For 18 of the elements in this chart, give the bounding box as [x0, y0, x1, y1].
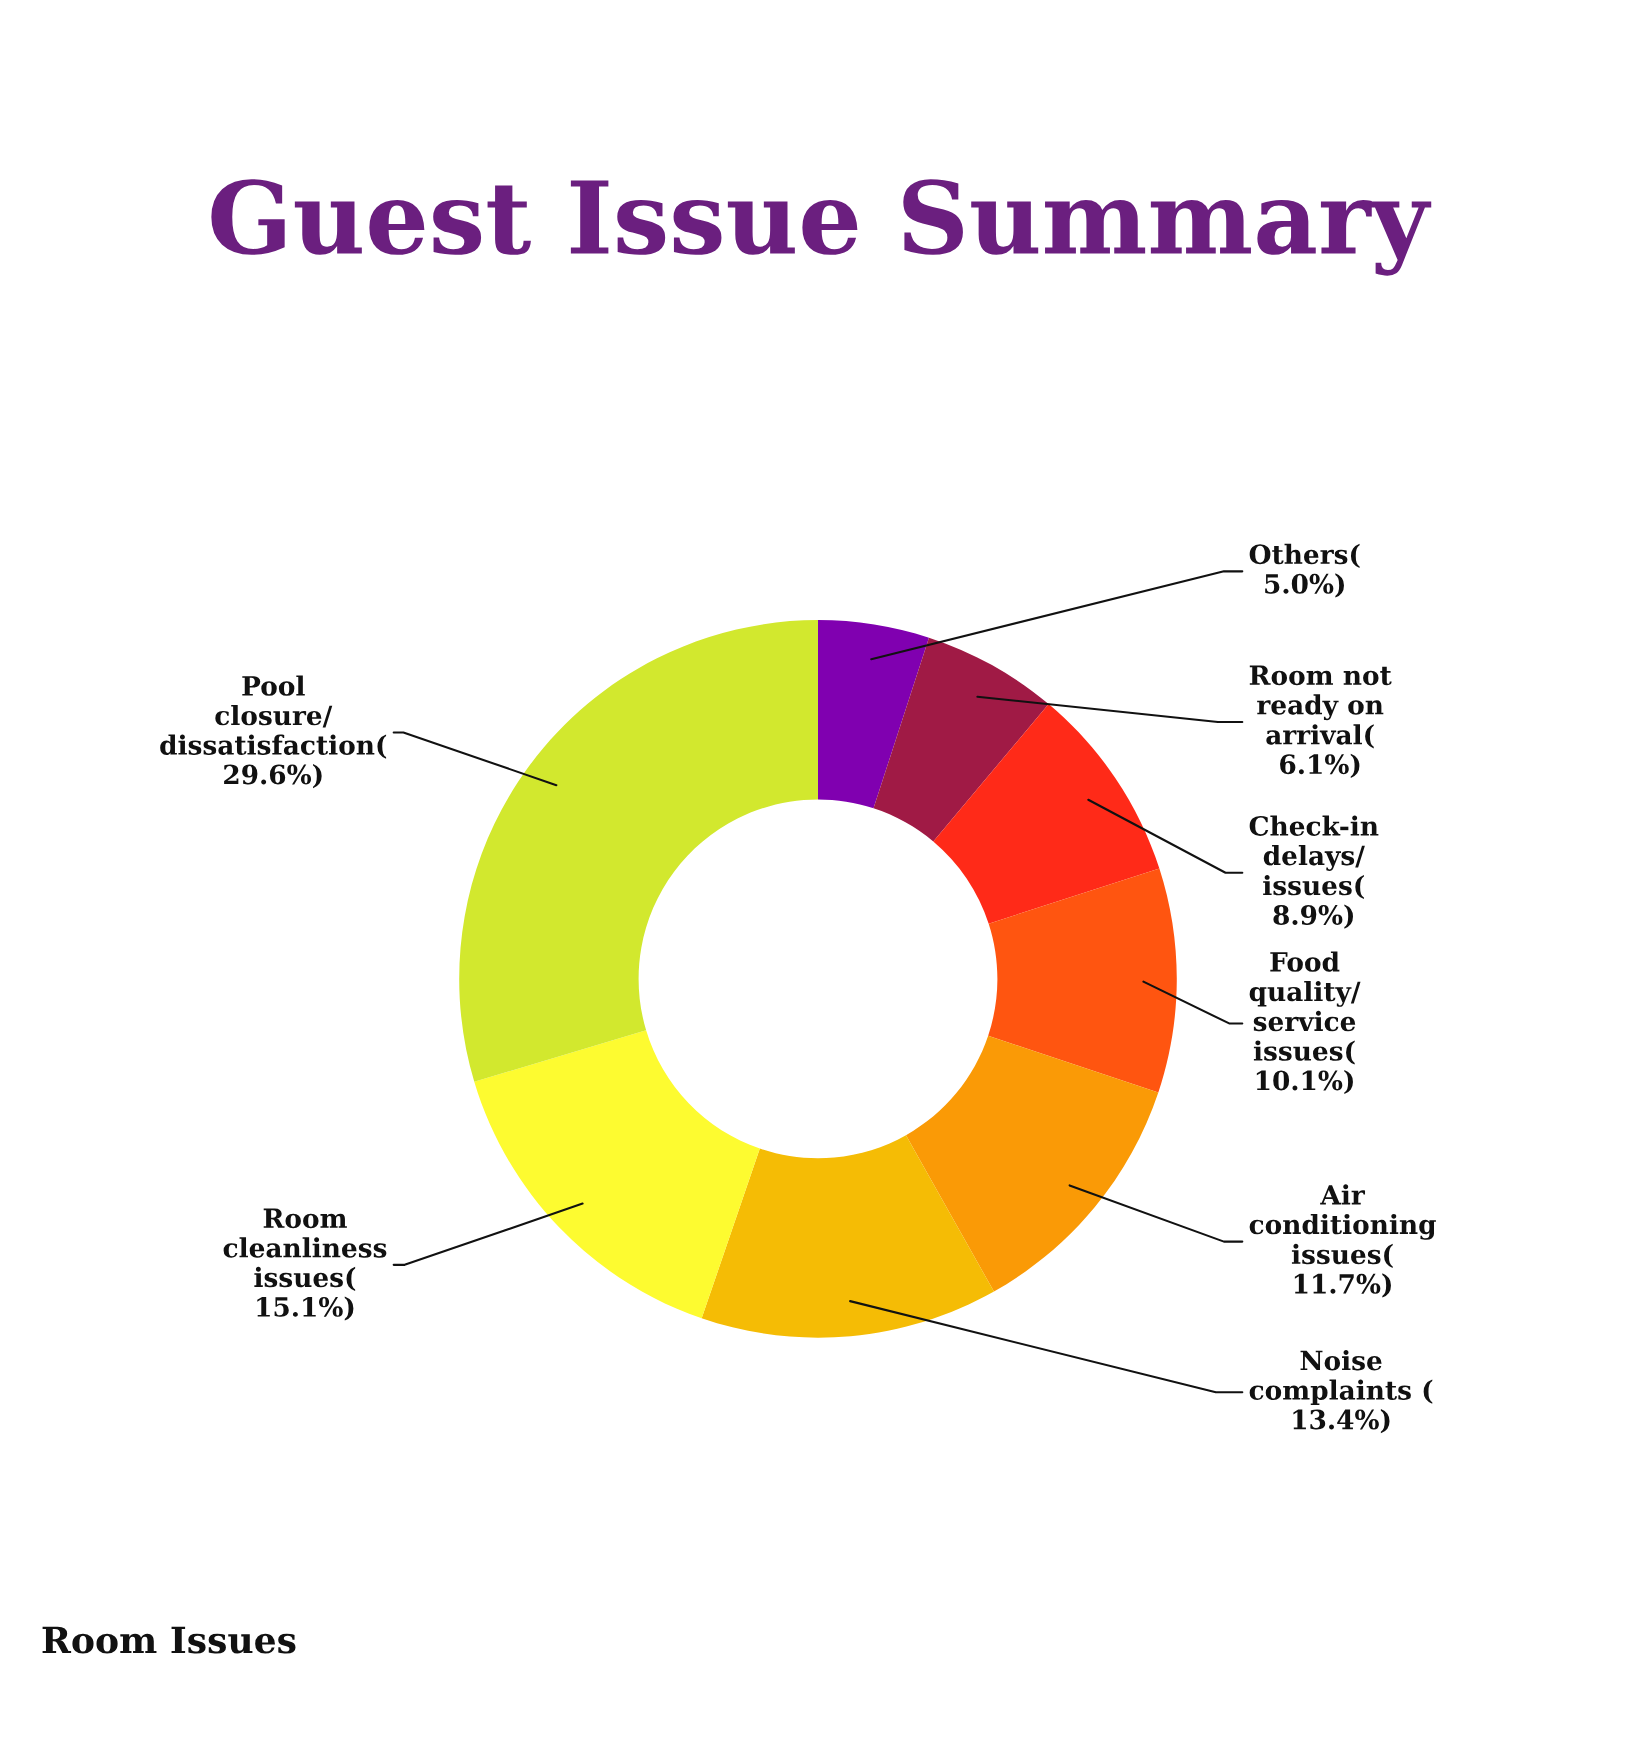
- donut-slice: [459, 620, 818, 1082]
- slice-label: Food quality/service issues( 10.1%): [1249, 951, 1361, 1095]
- donut-slice: [905, 1035, 1159, 1292]
- chart-title: Guest Issue Summary: [211, 179, 1432, 276]
- slice-label: Room cleanliness issues( 15.1%): [223, 1208, 387, 1321]
- slice-label: Check-in delays/issues( 8.9%): [1249, 815, 1379, 929]
- donut-slice: [701, 1135, 994, 1338]
- slice-label: Noise complaints ( 13.4%): [1249, 1349, 1433, 1434]
- donut-slice: [474, 1030, 760, 1319]
- donut-slice: [873, 637, 1049, 842]
- donut-slice: [933, 704, 1160, 924]
- slice-label: Room not ready on arrival( 6.1%): [1249, 665, 1392, 778]
- slice-label: Pool closure/dissatisfaction( 29.6%): [160, 675, 387, 789]
- donut-slice: [988, 868, 1177, 1093]
- donut-slice: [818, 620, 929, 809]
- slice-label: Others( 5.0%): [1249, 543, 1360, 598]
- text: Room Issues: [42, 1626, 296, 1654]
- slice-label: Air conditioning issues( 11.7%): [1249, 1184, 1436, 1298]
